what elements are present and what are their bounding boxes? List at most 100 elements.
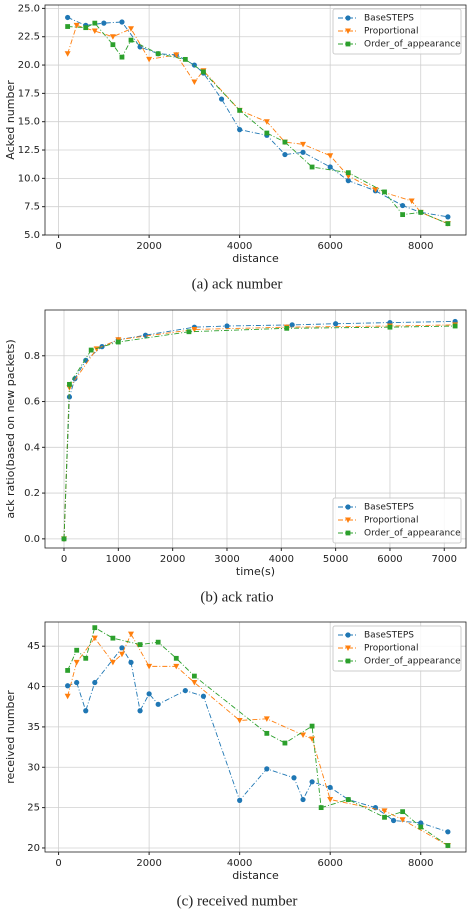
y-tick-label: 0.4	[24, 442, 40, 453]
marker	[74, 647, 80, 653]
marker	[101, 20, 107, 26]
marker	[128, 37, 134, 43]
marker	[372, 187, 379, 193]
marker	[418, 824, 424, 830]
y-tick-label: 0.0	[24, 534, 40, 545]
marker	[128, 659, 134, 665]
marker	[237, 107, 243, 113]
y-tick-label: 10.0	[18, 173, 40, 184]
marker	[345, 517, 351, 523]
x-tick-label: 7000	[432, 554, 457, 565]
x-tick-label: 2000	[136, 858, 161, 869]
marker	[119, 19, 125, 25]
marker	[309, 164, 315, 170]
marker	[264, 766, 270, 772]
marker	[65, 683, 71, 689]
marker	[345, 28, 351, 34]
marker	[137, 642, 143, 647]
series	[65, 645, 451, 835]
x-tick-label: 5000	[323, 554, 348, 565]
marker	[345, 797, 351, 802]
x-tick-label: 6000	[317, 858, 342, 869]
marker	[110, 635, 116, 641]
marker	[382, 814, 387, 820]
marker	[83, 25, 89, 31]
x-axis-label: distance	[232, 869, 279, 882]
marker	[155, 639, 161, 645]
marker	[309, 779, 315, 785]
marker	[263, 716, 270, 722]
y-tick-label: 22.5	[18, 32, 40, 43]
marker	[137, 708, 143, 714]
marker	[182, 56, 188, 62]
y-tick-label: 0.8	[24, 351, 40, 362]
marker	[264, 730, 270, 736]
marker	[345, 41, 351, 47]
marker	[400, 212, 406, 218]
marker	[452, 323, 458, 329]
marker	[110, 42, 116, 48]
marker	[327, 153, 334, 159]
legend-label: Proportional	[364, 644, 418, 654]
series-line	[63, 325, 456, 539]
legend-label: Order_of_appearance	[364, 657, 461, 667]
marker	[173, 52, 180, 58]
marker	[155, 701, 161, 707]
series-line	[67, 647, 449, 833]
y-tick-label: 40	[27, 682, 40, 693]
marker	[61, 536, 67, 542]
marker	[109, 659, 116, 666]
plot-frame	[44, 4, 467, 236]
marker	[445, 221, 451, 227]
marker	[345, 658, 351, 664]
marker	[263, 119, 270, 125]
legend-label: BaseSTEPS	[364, 631, 414, 641]
x-tick-label: 2000	[160, 554, 185, 565]
marker	[300, 149, 306, 155]
marker	[345, 645, 351, 651]
series-line	[63, 324, 456, 539]
x-tick-label: 1000	[106, 554, 131, 565]
marker	[236, 717, 243, 724]
marker	[191, 673, 197, 679]
caption: (a) ack number	[192, 276, 283, 292]
marker	[237, 797, 243, 803]
marker	[119, 645, 125, 651]
marker	[309, 723, 315, 729]
x-tick-label: 0	[61, 554, 67, 565]
marker	[182, 687, 188, 694]
legend-box	[332, 8, 462, 55]
marker	[300, 732, 307, 738]
marker	[345, 170, 351, 176]
x-tick-label: 8000	[408, 858, 433, 869]
y-tick-label: 0.2	[24, 488, 40, 499]
marker	[115, 339, 121, 345]
marker	[191, 680, 198, 686]
y-tick-label: 0.6	[24, 397, 40, 408]
marker	[65, 24, 71, 29]
marker	[73, 659, 80, 666]
marker	[345, 632, 351, 638]
y-tick-label: 30	[27, 762, 40, 773]
series	[61, 323, 458, 542]
marker	[445, 829, 451, 835]
x-axis-label: time(s)	[236, 565, 275, 578]
x-tick-label: 6000	[317, 241, 342, 252]
legend-label: Proportional	[364, 27, 418, 37]
marker	[64, 51, 71, 57]
marker	[92, 679, 98, 686]
marker	[282, 740, 288, 746]
marker	[201, 69, 206, 75]
series	[65, 625, 451, 848]
marker	[88, 347, 94, 353]
marker	[83, 357, 89, 363]
marker	[282, 151, 288, 158]
marker	[93, 346, 100, 352]
x-tick-label: 4000	[227, 858, 252, 869]
series	[64, 631, 451, 849]
marker	[400, 809, 406, 815]
marker	[418, 820, 424, 826]
marker	[83, 655, 89, 661]
marker	[300, 796, 306, 803]
